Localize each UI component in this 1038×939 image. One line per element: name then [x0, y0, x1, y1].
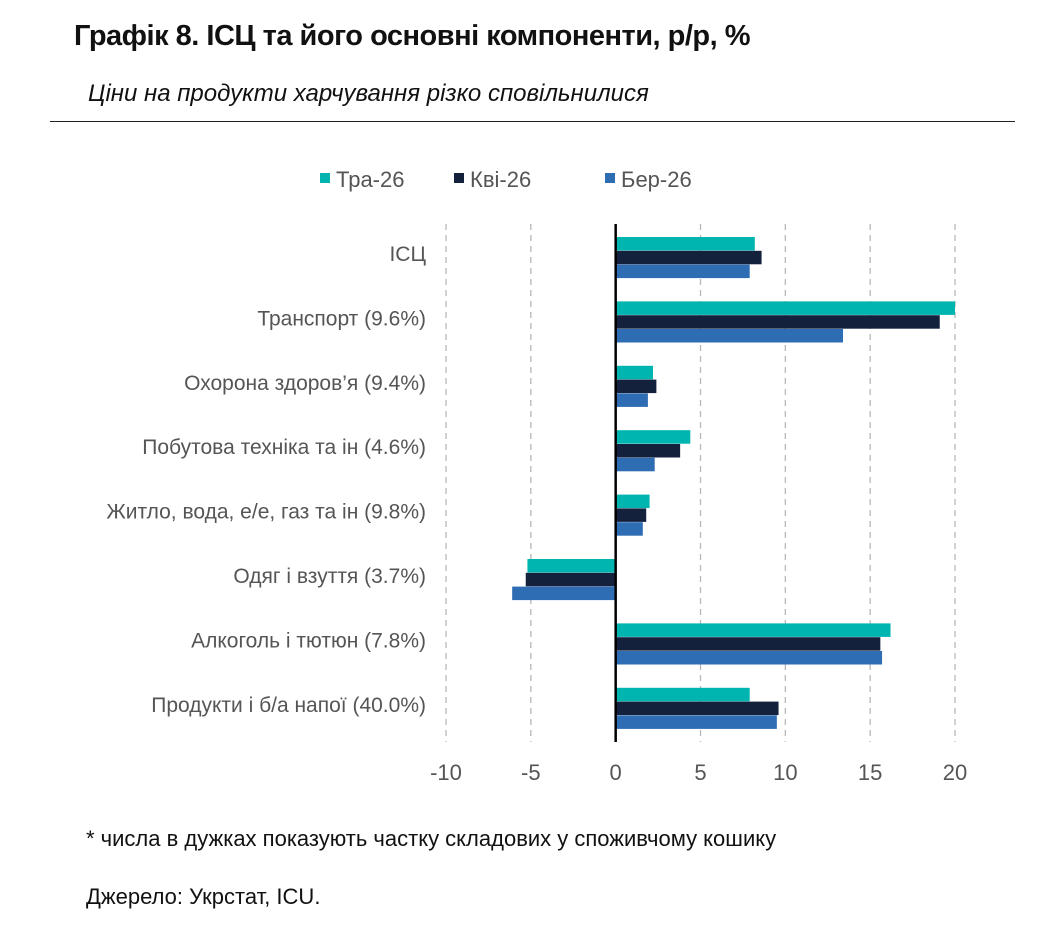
- legend-swatch: [320, 173, 330, 183]
- bar-тра-26: [527, 559, 616, 573]
- bar-тра-26: [615, 301, 955, 315]
- category-label: ІСЦ: [389, 243, 426, 266]
- legend-swatch: [454, 173, 464, 183]
- source-note: Джерело: Укрстат, ICU.: [86, 884, 321, 909]
- bar-бер-26: [615, 264, 750, 279]
- bar-бер-26: [615, 651, 883, 665]
- category-label: Житло, вода, е/е, газ та ін (9.8%): [106, 501, 426, 524]
- legend-label: Тра-26: [336, 167, 404, 192]
- bar-кві-26: [615, 508, 647, 522]
- bar-тра-26: [615, 687, 750, 702]
- x-tick-label: 10: [773, 760, 797, 785]
- legend-label: Бер-26: [621, 167, 692, 192]
- bar-кві-26: [615, 315, 940, 329]
- bar-тра-26: [615, 237, 755, 251]
- bar-тра-26: [615, 623, 891, 637]
- bar-бер-26: [615, 457, 655, 472]
- category-label: Продукти і б/а напої (40.0%): [151, 694, 426, 717]
- bar-кві-26: [615, 701, 779, 716]
- bar-кві-26: [525, 572, 616, 587]
- category-label: Одяг і взуття (3.7%): [233, 565, 426, 588]
- category-label: Побутова техніка та ін (4.6%): [142, 436, 426, 459]
- bar-бер-26: [615, 522, 643, 536]
- bar-бер-26: [615, 393, 648, 407]
- x-tick-label: 15: [858, 760, 882, 785]
- bar-бер-26: [615, 329, 844, 343]
- chart-subtitle: Ціни на продукти харчування різко сповіл…: [88, 80, 649, 107]
- bar-тра-26: [615, 365, 653, 380]
- bar-кві-26: [615, 250, 762, 265]
- category-label: Транспорт (9.6%): [257, 307, 426, 330]
- legend-label: Кві-26: [470, 167, 531, 192]
- bar-бер-26: [615, 715, 777, 729]
- legend-swatch: [605, 173, 615, 183]
- bar-тра-26: [615, 430, 691, 444]
- x-tick-label: 0: [610, 760, 622, 785]
- chart-title: Графік 8. ІСЦ та його основні компоненти…: [74, 20, 751, 52]
- bar-тра-26: [615, 494, 650, 509]
- bar-кві-26: [615, 637, 881, 651]
- bar-кві-26: [615, 379, 657, 394]
- x-tick-label: 20: [943, 760, 967, 785]
- category-label: Охорона здоров’я (9.4%): [184, 372, 426, 395]
- bar-chart: ІСЦ Транспорт (9.6%) Охорона здоров’я (9.4…: [106, 167, 967, 785]
- bar-кві-26: [615, 444, 681, 458]
- bar-бер-26: [512, 586, 616, 601]
- x-tick-label: -5: [521, 760, 541, 785]
- footnote: * числа в дужках показують частку складо…: [86, 826, 777, 851]
- x-tick-label: 5: [694, 760, 706, 785]
- x-tick-label: -10: [430, 760, 462, 785]
- category-label: Алкоголь і тютюн (7.8%): [191, 629, 426, 652]
- title-divider: [50, 121, 1015, 122]
